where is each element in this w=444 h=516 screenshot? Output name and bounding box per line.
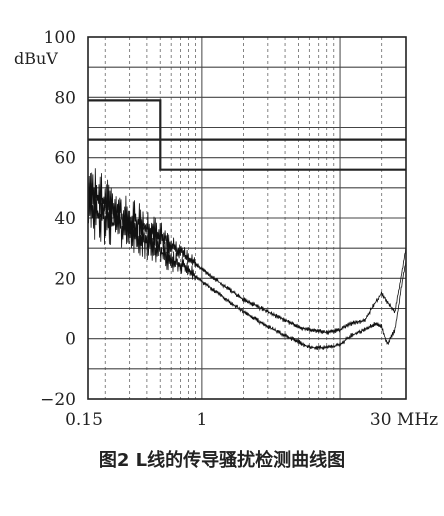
y-tick-label: 20 — [54, 269, 76, 289]
y-tick-label: 40 — [54, 209, 76, 229]
y-axis-unit: dBuV — [14, 49, 58, 68]
x-tick-labels: 0.15 1 30 MHz — [65, 410, 438, 430]
limit-line — [88, 99, 406, 141]
y-tick-labels: −20 0 20 40 60 80 100 — [40, 28, 76, 410]
y-tick-label: −20 — [40, 390, 76, 410]
plot-frame — [87, 36, 407, 400]
measured-trace — [87, 168, 407, 335]
x-tick-label: 1 — [196, 410, 207, 430]
measured-trace — [87, 177, 407, 351]
y-tick-label: 100 — [44, 28, 76, 48]
y-tick-label: 60 — [54, 149, 76, 169]
emission-chart: −20 0 20 40 60 80 100 0.15 1 30 MHz dBuV — [14, 28, 438, 430]
limit-lines — [88, 99, 406, 171]
y-tick-label: 0 — [65, 330, 76, 350]
series-group — [87, 168, 407, 351]
y-tick-label: 80 — [54, 88, 76, 108]
x-tick-label: 0.15 — [65, 410, 103, 430]
grid — [88, 37, 406, 399]
limit-line — [88, 138, 406, 171]
figure-caption: 图2 L线的传导骚扰检测曲线图 — [98, 450, 346, 471]
x-tick-label: 30 MHz — [370, 410, 438, 430]
